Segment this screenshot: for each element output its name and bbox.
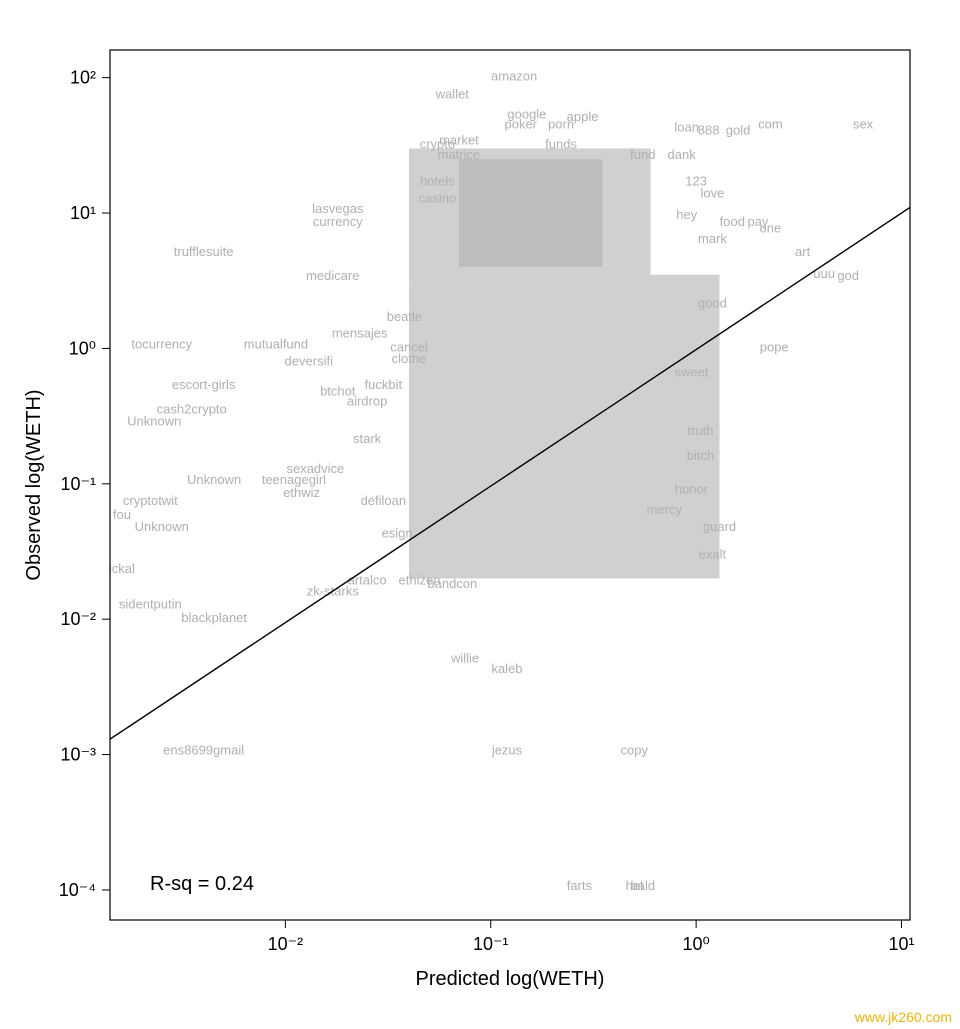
point-label: funds [545,136,577,151]
point-label: kaleb [491,661,522,676]
y-tick-label: 10¹ [70,203,96,223]
point-label: defiloan [361,493,407,508]
y-axis-label: Observed log(WETH) [23,389,45,580]
point-label: com [758,117,783,132]
point-label: market [439,133,479,148]
x-tick-label: 10⁻² [268,934,304,954]
point-label: sweet [675,365,709,380]
point-label: currency [313,214,363,229]
point-label: dank [668,147,697,162]
point-label: clothe [392,351,427,366]
point-label: Unknown [187,472,241,487]
point-label: deversifi [285,353,334,368]
point-label: fund [630,147,655,162]
y-tick-label: 10² [70,68,96,88]
point-label: willie [450,650,479,665]
point-label: escort-girls [172,377,236,392]
point-label: uuu [813,266,835,281]
point-label: food [720,214,745,229]
x-tick-label: 10¹ [888,934,914,954]
point-label: poker [504,117,537,132]
point-label: god [837,268,859,283]
point-label: matrice [438,147,481,162]
point-label: stark [353,431,382,446]
point-label: pope [760,339,789,354]
point-label: bandcon [427,576,477,591]
point-label: honor [675,481,709,496]
point-label: amazon [491,69,537,84]
point-label: casino [419,190,457,205]
point-label: blackplanet [181,610,247,625]
point-label: hel [626,878,643,893]
point-label: medicare [306,268,359,283]
point-label: hey [676,207,697,222]
x-tick-label: 10⁰ [682,934,709,954]
y-tick-label: 10⁻⁴ [59,880,96,900]
point-label: Unknown [127,413,181,428]
point-label: sidentputin [119,596,182,611]
point-label: sex [853,117,874,132]
point-label: wallet [435,87,470,102]
scatter-chart: amazonwalletgoogleapplepokerpornsexcomlo… [0,0,960,1029]
point-label: good [698,296,727,311]
point-label: fuckbit [365,377,403,392]
point-label: Unknown [135,519,189,534]
point-label: tocurrency [131,336,192,351]
point-label: mark [698,231,727,246]
point-label: love [700,186,724,201]
point-label: beatle [387,309,422,324]
point-label: airdrop [347,393,387,408]
point-label: loan [674,120,699,135]
point-label: truth [687,423,713,438]
point-label: porn [548,117,574,132]
point-label: hotels [420,173,455,188]
point-label: jezus [491,743,523,758]
point-label: farts [567,878,593,893]
point-label: exalt [699,547,727,562]
r-squared-text: R-sq = 0.24 [150,873,254,895]
y-tick-label: 10⁻¹ [60,474,96,494]
x-axis-label: Predicted log(WETH) [416,968,605,990]
chart-svg: amazonwalletgoogleapplepokerpornsexcomlo… [0,0,960,1029]
watermark: www.jk260.com [854,1009,952,1025]
point-label: art [795,244,811,259]
y-tick-label: 10⁻³ [60,745,96,765]
point-label: mutualfund [244,336,308,351]
point-label: guard [703,519,736,534]
y-tick-label: 10⁻² [60,609,96,629]
point-label: trufflesuite [174,244,234,259]
point-label: gold [726,123,751,138]
point-label: mercy [647,502,683,517]
point-label: fou [113,507,131,522]
point-label: ens8699gmail [163,743,244,758]
point-label: 888 [698,123,720,138]
point-label: mensajes [332,326,388,341]
point-label: one [760,220,782,235]
y-tick-label: 10⁰ [69,338,96,358]
x-tick-label: 10⁻¹ [473,934,509,954]
dense-label-cloud [459,159,603,267]
point-label: cryptotwit [123,493,178,508]
point-label: esign [382,526,413,541]
dense-label-cloud [409,288,651,579]
point-label: copy [621,743,649,758]
point-label: bitch [687,448,714,463]
point-label: ethwiz [283,485,320,500]
point-label: ickal [109,561,135,576]
